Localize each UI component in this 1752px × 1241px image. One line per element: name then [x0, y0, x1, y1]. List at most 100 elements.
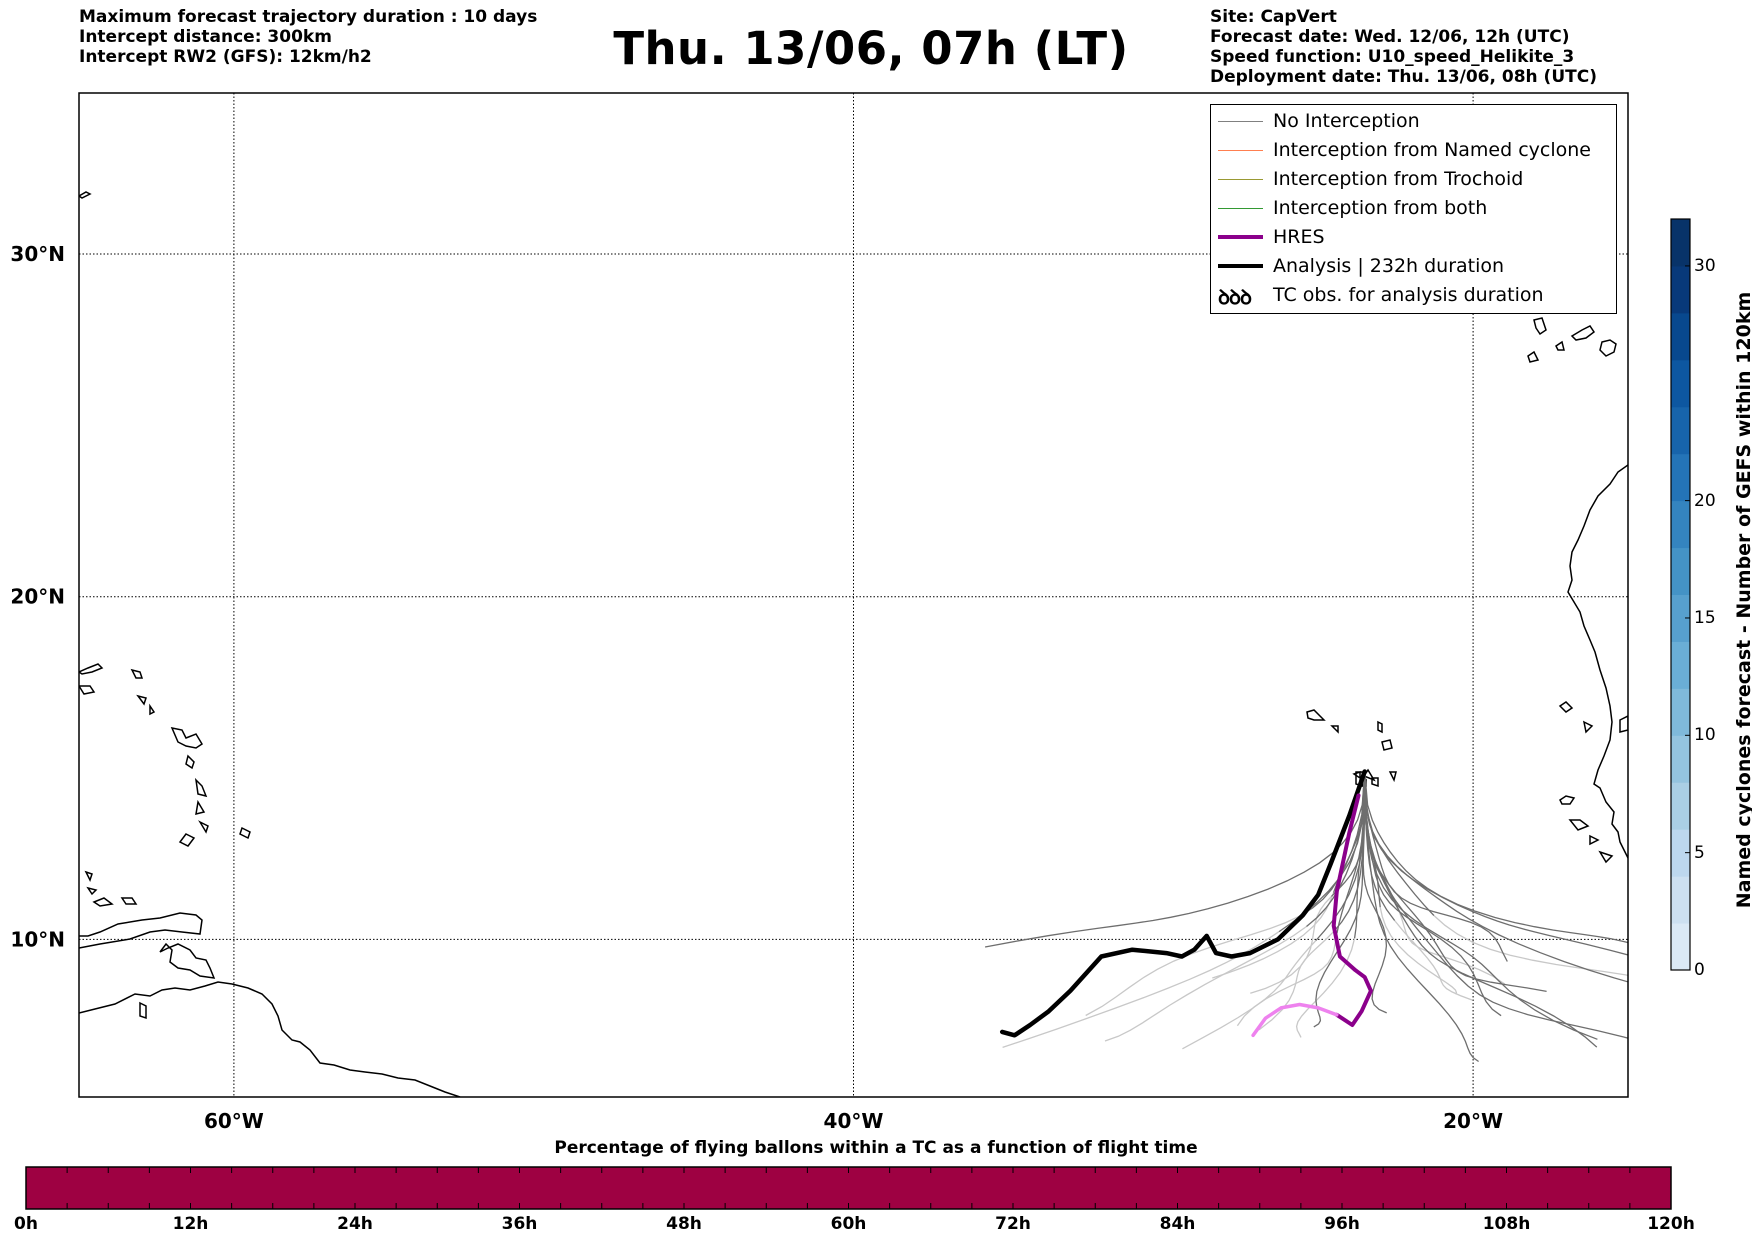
legend: No Interception Interception from Named …: [1210, 104, 1617, 314]
legend-label: Analysis | 232h duration: [1273, 255, 1505, 277]
page-title: Thu. 13/06, 07h (LT): [0, 22, 1752, 75]
flight-colorbar-label: 84h: [1159, 1214, 1196, 1234]
ensemble-trajectory: [1306, 771, 1366, 927]
colorbar-segment: [1671, 219, 1690, 267]
legend-item-hres: HRES: [1211, 224, 1616, 253]
colorbar-segment: [1671, 782, 1690, 830]
axis-labels: 30°N 20°N 10°N 60°W 40°W 20°W: [10, 242, 1503, 1133]
forecast-date-text: Forecast date: Wed. 12/06, 12h (UTC): [1210, 27, 1570, 47]
hres-swatch: [1218, 235, 1263, 239]
ensemble-trajectory: [1333, 771, 1366, 932]
colorbar-frame: [1670, 218, 1691, 971]
cyclone-colorbar-tick-label: 5: [1694, 842, 1705, 863]
coast-canary-islands: [1527, 317, 1617, 363]
analysis-trajectory: [999, 769, 1367, 1038]
deployment-date-text: Deployment date: Thu. 13/06, 08h (UTC): [1210, 67, 1597, 87]
flight-colorbar-label: 96h: [1324, 1214, 1360, 1234]
legend-label: Interception from Named cyclone: [1273, 139, 1591, 161]
legend-label: Interception from both: [1273, 197, 1488, 219]
colorbar-segment: [1671, 594, 1690, 642]
site-text: Site: CapVert: [1210, 7, 1337, 27]
forecast-settings: Maximum forecast trajectory duration : 1…: [79, 7, 537, 67]
cyclone-colorbar: [1670, 218, 1691, 971]
ensemble-trajectory: [984, 771, 1366, 948]
flight-colorbar-label: 108h: [1482, 1214, 1531, 1234]
legend-item-analysis: Analysis | 232h duration: [1211, 253, 1616, 282]
ensemble-trajectory: [1364, 771, 1628, 1039]
coast-trinidad-venezuela: [79, 912, 203, 949]
ensemble-trajectory: [1182, 940, 1317, 1050]
legend-label: TC obs. for analysis duration: [1273, 284, 1544, 306]
legend-label: No Interception: [1273, 110, 1420, 132]
speed-function-text: Speed function: U10_speed_Helikite_3: [1210, 47, 1575, 67]
cyclone-colorbar-tick-label: 15: [1694, 607, 1716, 628]
legend-item-named-cyclone: Interception from Named cyclone: [1211, 137, 1616, 166]
cyclone-symbols-icon: ꝺꝺꝺ: [1218, 285, 1252, 309]
flight-colorbar-label: 72h: [995, 1214, 1031, 1234]
cyclone-colorbar-tick-label: 30: [1694, 255, 1716, 276]
lat-label: 10°N: [10, 927, 65, 951]
flight-colorbar-ticks: [66, 1167, 1631, 1209]
colorbar-segment: [1671, 923, 1690, 971]
ensemble-trajectory: [1362, 771, 1388, 1014]
ensemble-trajectory: [1379, 907, 1458, 995]
coast-africa-west-tip: [1558, 701, 1628, 734]
flight-colorbar-label: 0h: [14, 1214, 38, 1234]
colorbar-segment: [1671, 265, 1690, 314]
max-duration-text: Maximum forecast trajectory duration : 1…: [79, 7, 538, 27]
colorbar-segment: [1671, 500, 1690, 549]
graticule: [79, 93, 1628, 1097]
colorbar-segment: [1671, 547, 1690, 595]
ensemble-trajectory: [1353, 771, 1366, 939]
ensemble-trajectory: [1398, 910, 1506, 985]
ensemble-trajectory: [1364, 771, 1479, 1063]
flight-colorbar-label: 12h: [172, 1214, 209, 1234]
colorbar-segment: [1671, 359, 1690, 408]
colorbar-segment: [1671, 688, 1690, 736]
ensemble-trajectory: [1364, 771, 1628, 944]
both-swatch: [1218, 208, 1263, 209]
legend-item-trochoid: Interception from Trochoid: [1211, 166, 1616, 195]
legend-item-no-interception: No Interception: [1211, 108, 1616, 137]
coast-lesser-antilles: [79, 663, 251, 1020]
ensemble-dark-trajectories: [984, 771, 1628, 1063]
colorbar-segment: [1671, 735, 1690, 783]
legend-item-tc-obs: ꝺꝺꝺ TC obs. for analysis duration: [1211, 282, 1616, 311]
ensemble-trajectory: [1364, 771, 1508, 962]
colorbar-segment: [1671, 312, 1690, 361]
coast-africa: [1567, 464, 1628, 859]
ensemble-trajectory: [1364, 771, 1628, 983]
flight-colorbar-label: 60h: [830, 1214, 867, 1234]
coast-trinidad: [159, 942, 216, 979]
trochoid-swatch: [1218, 179, 1263, 180]
flight-colorbar-label: 120h: [1647, 1214, 1695, 1234]
colorbar-segment: [1671, 406, 1690, 455]
flight-colorbar-fill: [25, 1166, 1672, 1210]
cyclone-colorbar-title: Named cyclones forecast - Number of GEFS…: [1733, 291, 1752, 909]
hres-trajectory-end: [1251, 1002, 1339, 1038]
intercept-distance-text: Intercept distance: 300km: [79, 27, 332, 47]
colorbar-segment: [1671, 453, 1690, 502]
analysis-swatch: [1218, 264, 1263, 268]
lat-label: 30°N: [10, 242, 65, 266]
no-interception-swatch: [1218, 121, 1263, 122]
colorbar-segment: [1671, 876, 1690, 924]
map-frame: [78, 92, 1629, 1098]
site-info: Site: CapVert Forecast date: Wed. 12/06,…: [1210, 7, 1597, 87]
coast-south-america: [79, 981, 461, 1097]
hres-trajectory: [1331, 793, 1373, 1027]
ensemble-trajectory: [1002, 931, 1280, 1049]
legend-item-both: Interception from both: [1211, 195, 1616, 224]
lon-label: 60°W: [204, 1109, 264, 1133]
coast-africa-west-sahel: [1559, 795, 1614, 864]
flight-colorbar-label: 36h: [501, 1214, 538, 1234]
flight-colorbar-label: 48h: [666, 1214, 702, 1234]
flight-colorbar-label: 24h: [337, 1214, 373, 1234]
lat-label: 20°N: [10, 585, 65, 609]
lon-label: 40°W: [824, 1109, 884, 1133]
lon-label: 20°W: [1443, 1109, 1503, 1133]
ensemble-trajectory: [1250, 895, 1332, 994]
coast-island-top: [79, 191, 92, 199]
ensemble-trajectory: [1236, 932, 1338, 1027]
